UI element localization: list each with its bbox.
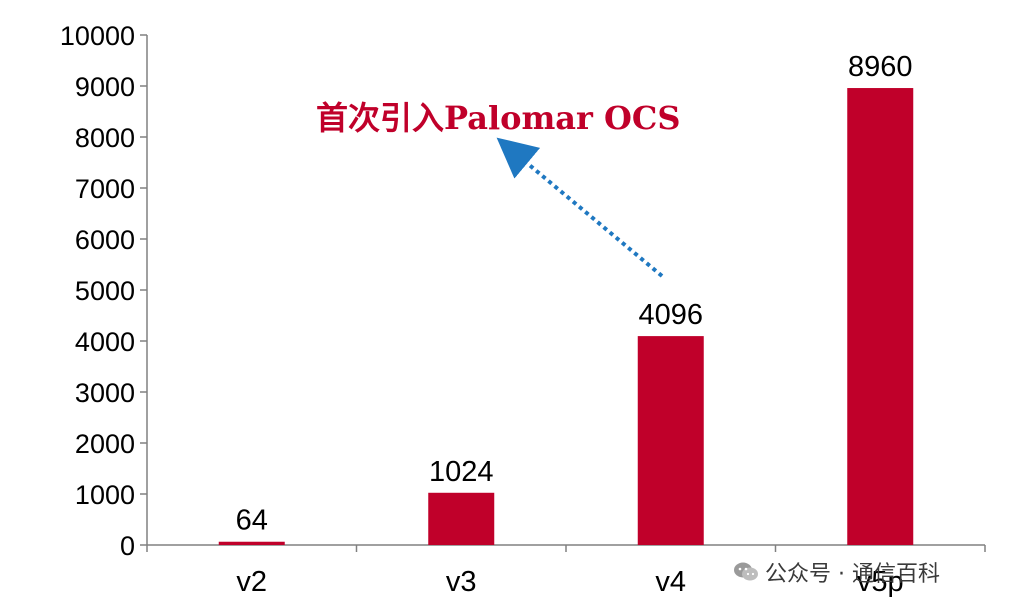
- y-tick-label: 8000: [75, 123, 135, 153]
- annotation-text: 首次引入Palomar OCS: [316, 99, 681, 137]
- category-label-v3: v3: [446, 566, 477, 598]
- y-tick-label: 9000: [75, 72, 135, 102]
- category-label-v4: v4: [655, 566, 686, 598]
- data-labels: 64 v2 1024 v3 4096 v4 8960 v5p: [236, 51, 913, 598]
- y-tick-label: 2000: [75, 429, 135, 459]
- bar-v4: [637, 336, 704, 545]
- y-tick-label: 7000: [75, 174, 135, 204]
- data-label-v4: 4096: [638, 299, 703, 331]
- y-tick-label: 3000: [75, 378, 135, 408]
- data-label-v2: 64: [236, 505, 268, 537]
- watermark-text: 公众号 · 通信百科: [765, 562, 940, 587]
- bars: [218, 88, 914, 545]
- y-tick-label: 0: [120, 531, 135, 561]
- y-tick-label: 4000: [75, 327, 135, 357]
- bar-v3: [428, 492, 495, 545]
- bar-v5p: [847, 88, 914, 545]
- category-label-v2: v2: [236, 566, 267, 598]
- category-label-v5p: v5p: [857, 566, 904, 598]
- y-tick-label: 6000: [75, 225, 135, 255]
- annotation-arrow: [496, 137, 664, 278]
- data-label-v3: 1024: [429, 456, 494, 488]
- bar-v2: [218, 541, 285, 545]
- annotation: 首次引入Palomar OCS: [316, 99, 681, 278]
- y-tick-label: 5000: [75, 276, 135, 306]
- wechat-icon: [733, 561, 759, 589]
- y-tick-label: 1000: [75, 480, 135, 510]
- y-tick-label: 10000: [60, 21, 135, 51]
- axes: 0 1000 2000 3000 4000 5000 6000 7000 8000 9000 100…: [60, 21, 986, 561]
- data-label-v5p: 8960: [848, 51, 913, 83]
- watermark: 公众号 · 通信百科: [733, 556, 940, 589]
